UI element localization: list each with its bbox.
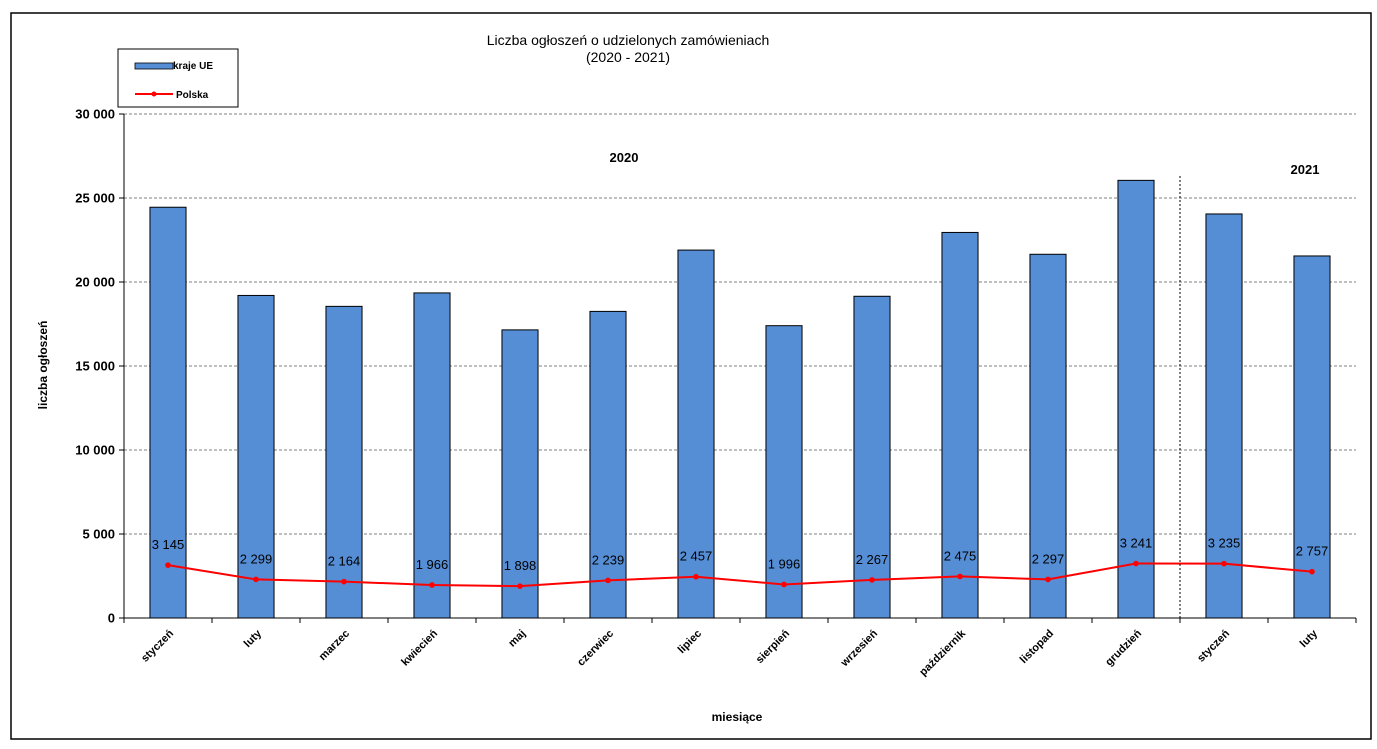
y-tick-label: 25 000 bbox=[75, 191, 115, 206]
bar bbox=[1117, 179, 1155, 619]
bar bbox=[677, 249, 715, 619]
line-point bbox=[1221, 560, 1227, 567]
line-point bbox=[605, 577, 611, 584]
y-tick-label: 15 000 bbox=[75, 359, 115, 374]
legend-line-marker bbox=[151, 91, 157, 97]
legend-box bbox=[117, 48, 239, 108]
bar bbox=[501, 329, 539, 619]
year-label-2021: 2021 bbox=[1291, 162, 1320, 177]
line-point bbox=[869, 577, 875, 583]
line-point bbox=[517, 583, 523, 589]
data-label: 2 239 bbox=[592, 552, 625, 567]
line-point bbox=[429, 582, 435, 588]
line-point bbox=[693, 573, 699, 580]
y-tick-label: 0 bbox=[108, 611, 115, 626]
data-label: 2 757 bbox=[1296, 544, 1329, 559]
bar bbox=[325, 305, 363, 619]
data-label: 2 297 bbox=[1032, 551, 1065, 566]
bar bbox=[765, 325, 803, 619]
y-tick-label: 20 000 bbox=[75, 275, 115, 290]
bar-series bbox=[149, 179, 1331, 619]
line-point bbox=[957, 573, 963, 580]
legend-label-polska: Polska bbox=[176, 90, 209, 101]
line-point bbox=[253, 576, 259, 583]
y-tick-label: 30 000 bbox=[75, 107, 115, 122]
data-label: 1 966 bbox=[416, 557, 449, 572]
y-axis-label: liczba ogłoszeń bbox=[36, 321, 50, 410]
line-point bbox=[1045, 576, 1051, 583]
bar bbox=[941, 231, 979, 619]
chart-subtitle: (2020 - 2021) bbox=[586, 49, 670, 65]
bar bbox=[413, 292, 451, 619]
data-label: 2 164 bbox=[328, 554, 361, 569]
bar bbox=[1205, 213, 1243, 619]
line-point bbox=[341, 578, 347, 585]
line-point bbox=[1309, 568, 1315, 575]
y-tick-label: 5 000 bbox=[82, 527, 115, 542]
data-label: 2 475 bbox=[944, 548, 977, 563]
data-label: 2 299 bbox=[240, 551, 273, 566]
line-point bbox=[165, 562, 171, 568]
data-label: 3 241 bbox=[1120, 536, 1153, 551]
data-label: 1 996 bbox=[768, 556, 801, 571]
data-label: 3 235 bbox=[1208, 536, 1241, 551]
legend-bar-swatch bbox=[134, 62, 174, 70]
bar bbox=[1293, 255, 1331, 619]
axes bbox=[119, 113, 1357, 623]
year-label-2020: 2020 bbox=[610, 150, 639, 165]
line-point bbox=[781, 581, 787, 588]
bar bbox=[589, 310, 627, 619]
y-tick-label: 10 000 bbox=[75, 443, 115, 458]
data-label: 2 457 bbox=[680, 549, 713, 564]
bar bbox=[237, 294, 275, 619]
bar bbox=[149, 206, 187, 619]
legend-label-kraje-ue: kraje UE bbox=[173, 61, 213, 72]
polska-line bbox=[167, 562, 1313, 588]
line-series bbox=[165, 560, 1315, 589]
bar bbox=[853, 295, 891, 619]
legend: kraje UE Polska bbox=[117, 48, 239, 108]
data-label: 1 898 bbox=[504, 558, 537, 573]
data-label: 3 145 bbox=[152, 537, 185, 552]
bar bbox=[1029, 253, 1067, 619]
line-point bbox=[1133, 560, 1139, 567]
x-axis-label: miesiące bbox=[712, 710, 763, 724]
data-label: 2 267 bbox=[856, 552, 889, 567]
chart-title: Liczba ogłoszeń o udzielonych zamówienia… bbox=[487, 32, 770, 48]
